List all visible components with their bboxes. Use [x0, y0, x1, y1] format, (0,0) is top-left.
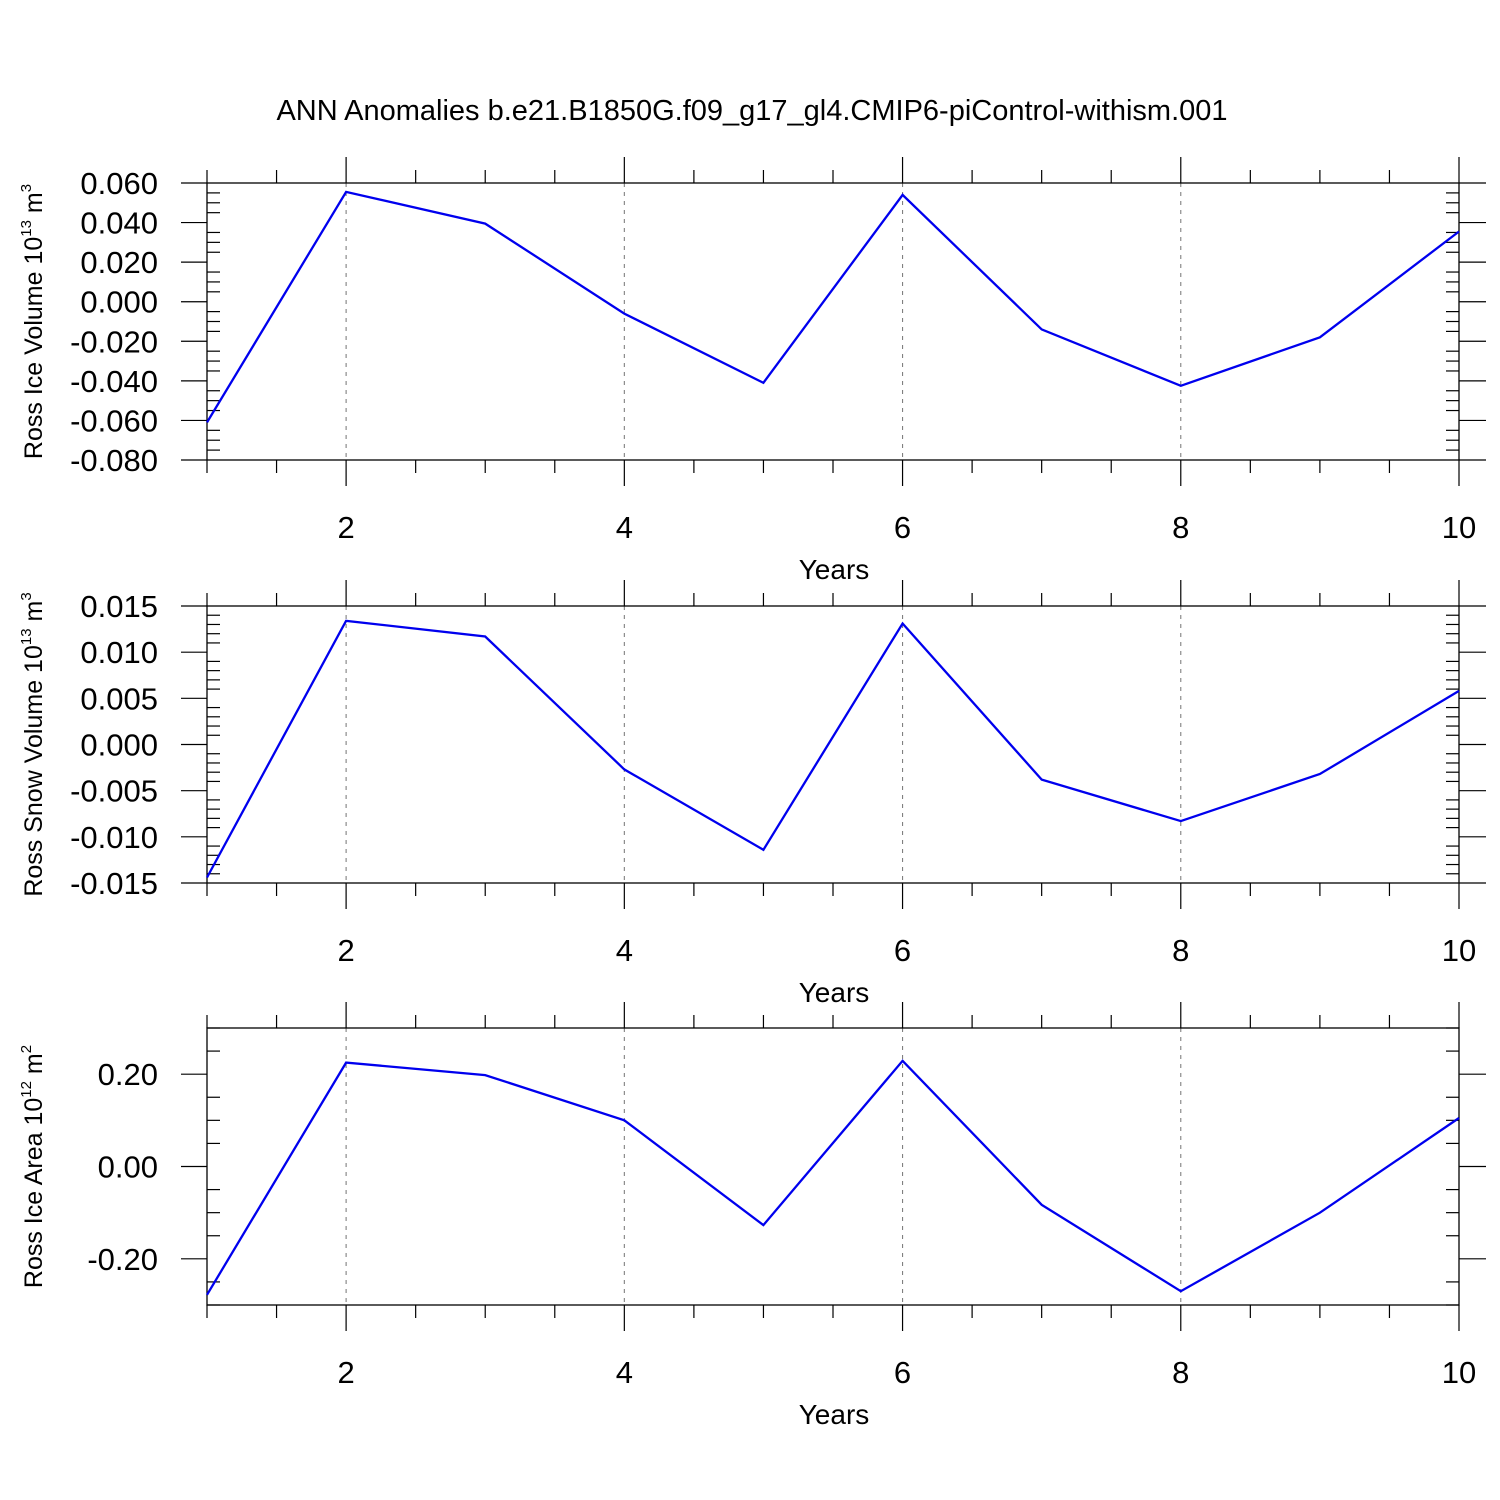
x-tick-label-8: 8: [1172, 1355, 1189, 1390]
x-tick-label-4: 4: [616, 933, 633, 968]
figure-title: ANN Anomalies b.e21.B1850G.f09_g17_gl4.C…: [276, 95, 1227, 127]
y-axis-label-text: Ross Ice Area 10: [20, 1098, 48, 1288]
y-tick-label: 0.010: [80, 635, 158, 670]
y-tick-label: 0.015: [80, 589, 158, 624]
y-axis-label-text: Ross Snow Volume 10: [20, 645, 48, 897]
y-tick-label: 0.00: [98, 1150, 158, 1185]
y-tick-label: 0.000: [80, 728, 158, 763]
y-axis-label-text: Ross Ice Volume 10: [20, 237, 48, 459]
series-line: [205, 619, 1460, 879]
y-tick-label: 0.060: [80, 166, 158, 201]
x-tick-label-8: 8: [1172, 933, 1189, 968]
y-tick-label: -0.060: [70, 403, 158, 438]
x-tick-label-2: 2: [337, 1355, 354, 1390]
y-axis-label: Ross Snow Volume 1013 m3: [18, 592, 48, 896]
y-tick-label: 0.040: [80, 206, 158, 241]
y-axis-label-exponent: 13: [18, 220, 35, 237]
y-axis-label-unit-exponent: 2: [18, 1045, 35, 1053]
x-axis-label: Years: [799, 554, 870, 585]
x-tick-label-8: 8: [1172, 510, 1189, 545]
series-line: [206, 190, 1460, 423]
y-axis-label-unit: m: [20, 192, 48, 220]
y-axis-label-unit-exponent: 3: [18, 592, 35, 600]
x-tick-label-6: 6: [894, 933, 911, 968]
y-axis-label-exponent: 13: [18, 628, 35, 645]
y-tick-label: -0.080: [70, 443, 158, 478]
y-tick-label: -0.010: [70, 820, 158, 855]
y-tick-label: -0.005: [70, 774, 158, 809]
x-axis-label: Years: [799, 977, 870, 1008]
chart-panel-3: 2 4 6 8 10 -0.20 0.00 0.20 Years Ross Ice Area 10…: [18, 1002, 1486, 1430]
y-axis-label: Ross Ice Area 1012 m2: [18, 1045, 48, 1288]
y-axis-label-exponent: 12: [18, 1081, 35, 1098]
y-tick-label: -0.020: [70, 324, 158, 359]
x-tick-label-4: 4: [616, 510, 633, 545]
y-tick-label: -0.040: [70, 364, 158, 399]
chart-panel-2: 2 4 6 8 10 -0.015 -0.010 -0.005 0.000 0.005 0.010 0…: [18, 580, 1486, 1008]
y-axis-label-unit: m: [20, 1053, 48, 1081]
x-tick-label-4: 4: [616, 1355, 633, 1390]
x-tick-label-10: 10: [1442, 510, 1476, 545]
x-tick-label-2: 2: [337, 933, 354, 968]
y-axis-label-unit: m: [20, 601, 48, 629]
y-tick-label: 0.000: [80, 285, 158, 320]
x-tick-label-10: 10: [1442, 1355, 1476, 1390]
y-tick-label: -0.20: [87, 1242, 158, 1277]
y-axis-label-unit-exponent: 3: [18, 184, 35, 192]
y-tick-label: 0.20: [98, 1057, 158, 1092]
x-tick-label-6: 6: [894, 510, 911, 545]
y-tick-label: -0.015: [70, 866, 158, 901]
x-axis-label: Years: [799, 1399, 870, 1430]
chart-panel-1: 2 4 6 8 10 -0.080 -0.060 -0.040 -0.020 0.000 0.020…: [18, 157, 1486, 585]
x-tick-label-2: 2: [337, 510, 354, 545]
y-axis-label: Ross Ice Volume 1013 m3: [18, 184, 48, 459]
x-tick-label-10: 10: [1442, 933, 1476, 968]
y-tick-label: 0.020: [80, 245, 158, 280]
series-line: [206, 1059, 1460, 1296]
y-tick-label: 0.005: [80, 681, 158, 716]
x-tick-label-6: 6: [894, 1355, 911, 1390]
